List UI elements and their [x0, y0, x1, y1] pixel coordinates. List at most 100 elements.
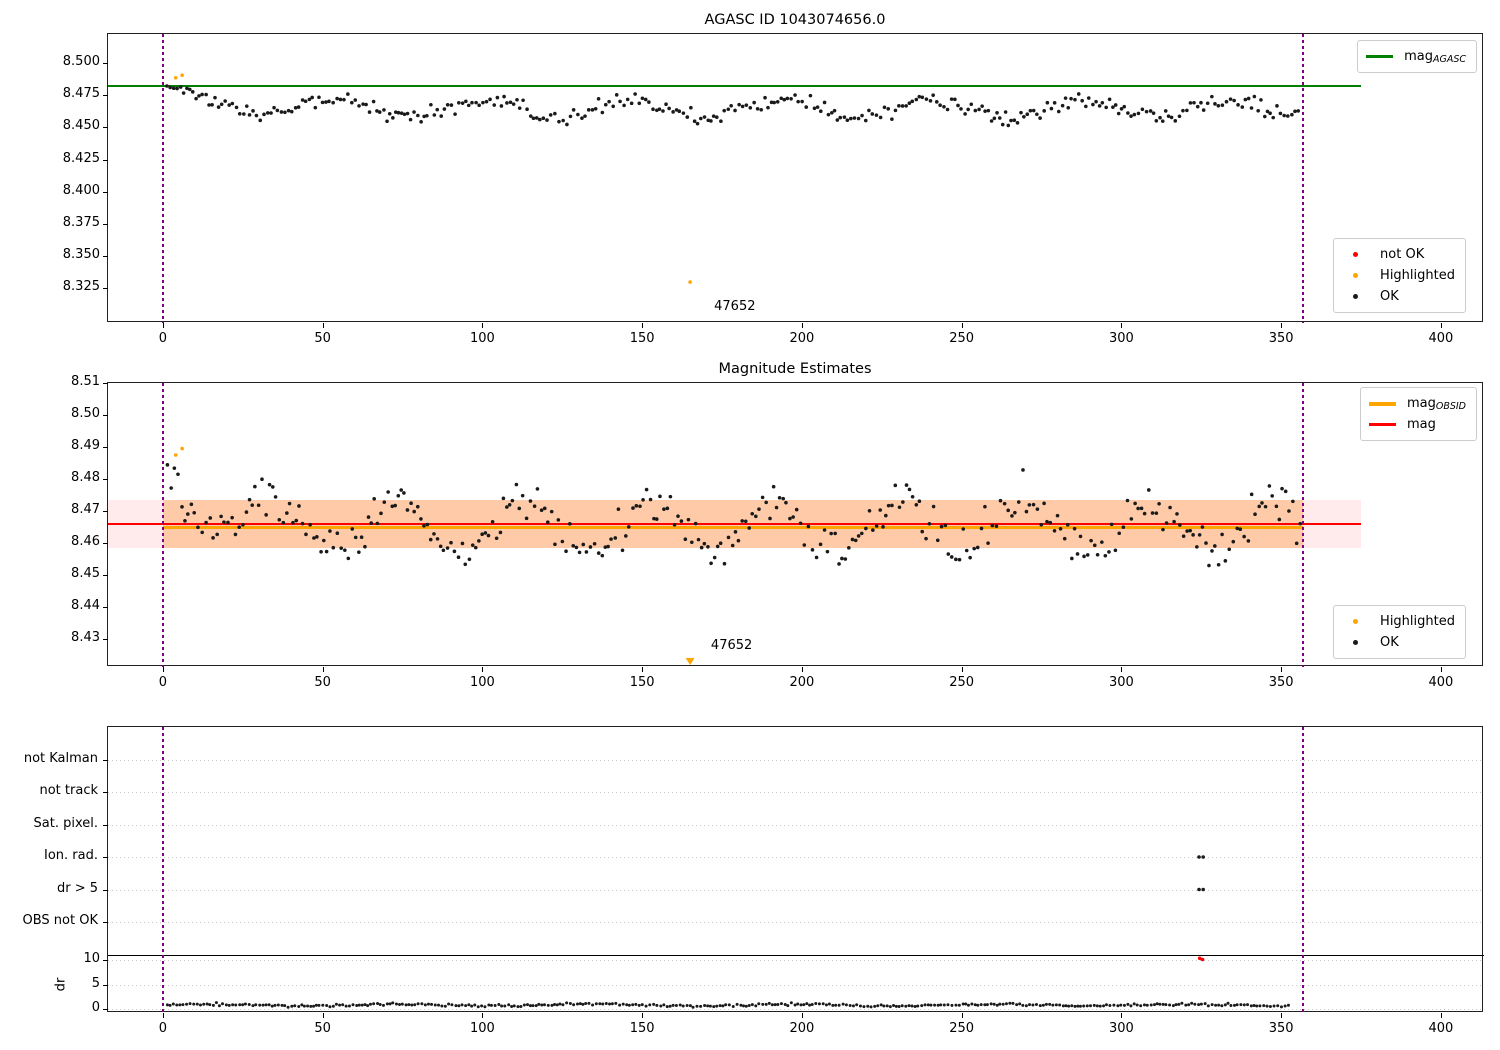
legend-mag-agasc: magAGASC: [1357, 40, 1477, 73]
legend-label: magAGASC: [1404, 48, 1466, 65]
x-tick-mark: [801, 667, 803, 672]
legend-label: magOBSID: [1406, 395, 1466, 412]
legend-label: OK: [1380, 289, 1399, 304]
row-label-2: Sat. pixel.: [33, 815, 98, 831]
y-tick-label: 8.50: [71, 406, 100, 421]
y-tick-mark: [103, 127, 108, 129]
y-tick-label: 8.425: [62, 150, 100, 166]
y-tick-label: 8.350: [62, 247, 100, 263]
y-tick-mark: [103, 447, 108, 448]
y-tick-mark: [103, 415, 108, 416]
y-tick-mark: [103, 159, 108, 161]
x-tick-label: 150: [629, 1021, 655, 1036]
x-tick-mark: [961, 667, 963, 672]
dr-tick-label: 5: [91, 975, 100, 991]
y-tick-label: 8.475: [62, 86, 100, 102]
y-tick-label: 8.48: [71, 470, 100, 485]
row-label-5: OBS not OK: [22, 913, 99, 928]
legend-item: Highlighted: [1342, 265, 1455, 286]
x-tick-mark: [322, 323, 324, 328]
legend-mag-lines: magOBSID mag: [1359, 387, 1477, 441]
x-tick-label: 300: [1108, 1021, 1134, 1036]
annotation-obsid: 47652: [714, 299, 756, 315]
x-tick-label: 150: [629, 675, 655, 690]
x-tick-mark: [1440, 667, 1442, 672]
chart-quality-flags-dr: not Kalman not track Sat. pixel. Ion. rad. d…: [23, 726, 1484, 1036]
legend-quality: Highlighted OK: [1333, 605, 1466, 659]
x-tick-label: 350: [1268, 1021, 1294, 1036]
title-top-chart: AGASC ID 1043074656.0: [704, 12, 886, 28]
dr-axis-label: dr: [53, 977, 69, 992]
x-tick-label: 100: [470, 331, 495, 346]
y-tick-mark: [103, 256, 108, 258]
row-tick-mark: [103, 857, 108, 858]
y-tick-label: 8.49: [71, 438, 100, 453]
legend-dot-swatch: [1353, 640, 1359, 645]
x-tick-label: 350: [1268, 331, 1294, 346]
legend-label-subscript: AGASC: [1432, 53, 1466, 65]
y-tick-label: 8.400: [62, 182, 100, 198]
legend-line-swatch: [1366, 55, 1394, 58]
x-tick-mark: [801, 323, 803, 328]
y-tick-label: 8.375: [62, 215, 100, 231]
y-tick-mark: [103, 639, 108, 640]
row-label-4: dr > 5: [56, 880, 98, 896]
legend-dot-swatch: [1353, 294, 1359, 299]
row-label-1: not track: [39, 783, 98, 798]
y-tick-mark: [103, 62, 108, 64]
legend-dot-swatch: [1353, 273, 1359, 278]
legend-item: Highlighted: [1342, 611, 1455, 632]
scatter-layer: [165, 855, 1290, 1009]
scatter-layer: [165, 446, 1303, 665]
legend-label: mag: [1406, 417, 1436, 432]
y-tick-mark: [103, 511, 108, 512]
y-tick-mark: [103, 543, 108, 544]
annotation-obsid: 47652: [710, 637, 753, 653]
x-tick-label: 250: [949, 331, 975, 346]
x-tick-mark: [961, 323, 963, 328]
x-tick-label: 200: [789, 1021, 815, 1036]
x-tick-mark: [162, 323, 164, 328]
dr-gridline: [108, 984, 1484, 986]
y-tick-label: 8.325: [62, 279, 100, 295]
legend-item: OK: [1342, 286, 1455, 307]
y-tick-mark: [103, 191, 108, 193]
row-tick-mark: [103, 824, 108, 826]
x-tick-mark: [482, 667, 484, 672]
x-tick-mark: [322, 1013, 324, 1018]
row-gridline: [108, 760, 1484, 761]
legend-label: Highlighted: [1380, 268, 1455, 283]
y-tick-mark: [103, 224, 108, 226]
x-tick-label: 150: [629, 331, 655, 346]
x-tick-mark: [482, 323, 484, 328]
row-tick-mark: [103, 792, 108, 793]
dr-tick-label: 0: [91, 1000, 100, 1015]
y-tick-label: 8.44: [71, 598, 100, 613]
dr-tick-mark: [103, 984, 108, 986]
row-gridline: [108, 889, 1484, 891]
obs-window-end-line: [1302, 727, 1305, 1013]
x-tick-label: 50: [314, 675, 331, 690]
dr-tick-mark: [103, 960, 108, 961]
row-tick-mark: [103, 760, 108, 761]
legend-label: not OK: [1380, 247, 1425, 262]
x-tick-mark: [1121, 323, 1123, 328]
obs-window-end-line: [1302, 34, 1305, 323]
y-tick-label: 8.43: [71, 630, 100, 645]
x-tick-mark: [1281, 323, 1283, 328]
row-label-3: Ion. rad.: [44, 848, 98, 863]
chart-mag-agasc: 47652 0 50 100 150 200 250 300 350 400 8.500 8.475 8…: [63, 33, 1483, 346]
mag-agasc-line: [108, 84, 1361, 88]
y-tick-mark: [103, 607, 108, 608]
legend-line-swatch: [1368, 423, 1396, 426]
obs-window-start-line: [161, 383, 164, 667]
x-tick-label: 400: [1428, 675, 1454, 690]
x-tick-label: 200: [789, 675, 815, 690]
clipped-point-marker: [685, 658, 695, 665]
row-gridline: [108, 922, 1484, 923]
legend-item: magAGASC: [1366, 46, 1466, 67]
legend-dot-swatch: [1353, 252, 1359, 257]
x-tick-mark: [1281, 1013, 1283, 1018]
y-tick-label: 8.500: [62, 53, 100, 69]
obs-window-start-line: [161, 727, 164, 1013]
